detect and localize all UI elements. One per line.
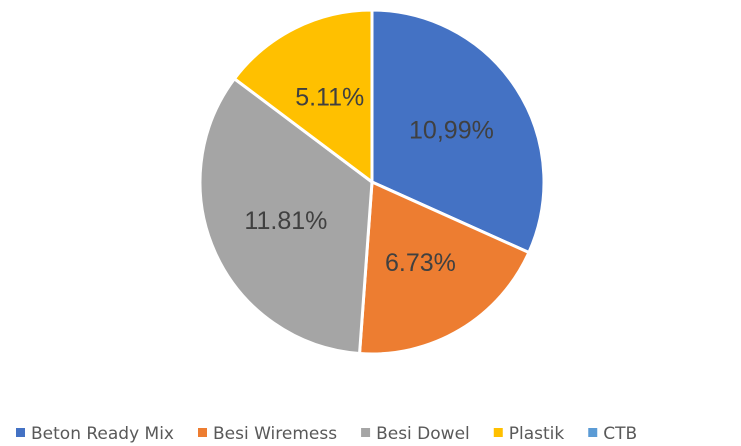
pie-slice-besi-dowel: [198, 77, 374, 356]
pie-data-labels: 10,99% 6.73% 11.81% 5.11%: [244, 83, 493, 277]
data-label-besi-wiremess: 6.73%: [385, 249, 456, 277]
legend-label-plastik: Plastik: [509, 424, 565, 444]
pie-slice-besi-wiremess: [358, 180, 531, 356]
data-label-plastik: 5.11%: [295, 83, 364, 111]
legend: Beton Ready Mix Besi Wiremess Besi Dowel Pl…: [16, 424, 637, 444]
legend-swatch-plastik: [493, 428, 503, 437]
legend-label-besi-dowel: Besi Dowel: [376, 424, 470, 444]
legend-swatch-ctb: [588, 428, 598, 437]
pie-slice-beton-ready-mix: [370, 8, 546, 255]
pie-slices: [198, 8, 546, 356]
legend-label-besi-wiremess: Besi Wiremess: [213, 424, 337, 444]
legend-swatch-besi-wiremess: [198, 428, 207, 437]
legend-label-ctb: CTB: [603, 424, 637, 444]
data-label-beton-ready-mix: 10,99%: [409, 117, 494, 145]
legend-label-beton-ready-mix: Beton Ready Mix: [31, 424, 174, 444]
legend-swatch-besi-dowel: [361, 428, 371, 437]
data-label-besi-dowel: 11.81%: [244, 207, 327, 235]
legend-swatch-beton-ready-mix: [16, 428, 25, 437]
pie-slice-plastik: [232, 8, 374, 184]
